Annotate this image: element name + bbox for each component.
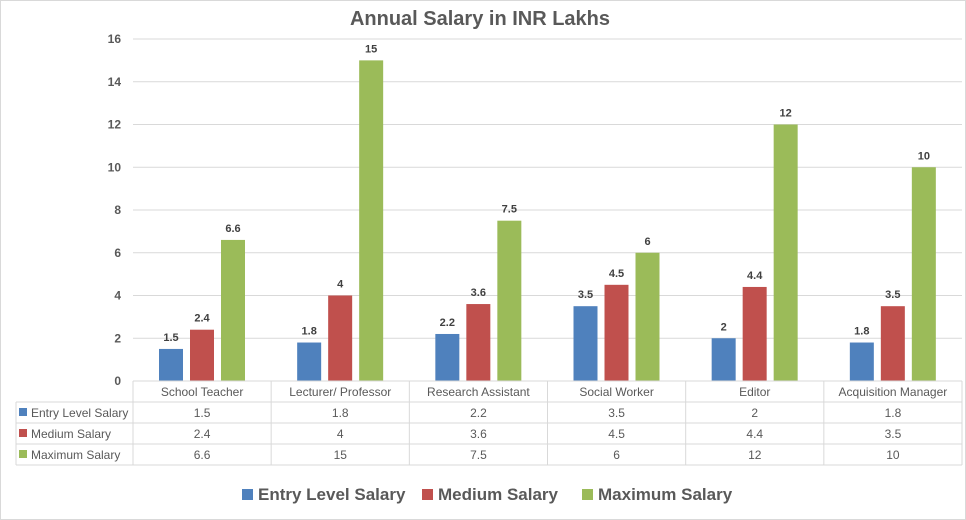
bar-medium-salary (880, 306, 905, 381)
data-label: 2 (721, 321, 727, 333)
bar-entry-level-salary (435, 333, 460, 381)
table-cell: 2 (751, 406, 758, 420)
legend-key (422, 489, 433, 500)
y-tick-label: 6 (114, 246, 121, 260)
category-label: School Teacher (161, 385, 244, 399)
data-label: 3.5 (578, 289, 593, 301)
table-cell: 15 (334, 448, 348, 462)
category-label: Editor (739, 385, 770, 399)
bar-medium-salary (604, 284, 629, 381)
data-label: 12 (780, 108, 792, 120)
y-tick-label: 10 (108, 160, 122, 174)
data-label: 2.4 (194, 313, 210, 325)
table-cell: 1.5 (194, 406, 211, 420)
bar-maximum-salary (221, 239, 245, 381)
bar-entry-level-salary (849, 342, 874, 381)
table-cell: 1.8 (332, 406, 349, 420)
table-row-label: Entry Level Salary (31, 406, 128, 420)
table-cell: 10 (886, 448, 900, 462)
data-label: 6 (644, 236, 650, 248)
y-tick-label: 0 (114, 374, 121, 388)
table-cell: 3.6 (470, 427, 487, 441)
y-tick-label: 4 (114, 289, 121, 303)
data-label: 15 (365, 43, 377, 55)
category-label: Social Worker (579, 385, 653, 399)
table-cell: 2.2 (470, 406, 487, 420)
data-label: 3.6 (471, 287, 486, 299)
table-cell: 4 (337, 427, 344, 441)
table-legend-key (19, 429, 27, 437)
data-labels: 1.5 1.8 2.2 3.5 2 1.8 2.4 4 3.6 4.5 4.4 3.5 6.6 15 7.5… (163, 43, 930, 344)
y-tick-label: 14 (108, 75, 122, 89)
data-label: 7.5 (502, 204, 517, 216)
table-row-label: Medium Salary (31, 427, 111, 441)
table-cell: 2.4 (194, 427, 211, 441)
data-label: 1.8 (854, 326, 869, 338)
bar-maximum-salary (911, 167, 936, 381)
bar-entry-level-salary (159, 348, 183, 381)
table-cell: 6.6 (194, 448, 211, 462)
legend: Entry Level Salary Medium Salary Maximum S… (242, 485, 733, 504)
category-label: Research Assistant (427, 385, 530, 399)
data-table: School Teacher Lecturer/ Professor Researc… (15, 380, 963, 466)
legend-entry: Medium Salary (438, 485, 559, 504)
bar-medium-salary (190, 329, 214, 381)
bar-maximum-salary (497, 220, 522, 381)
bar-medium-salary (328, 295, 353, 381)
y-tick-label: 16 (108, 32, 122, 46)
table-legend-key (19, 450, 27, 458)
data-label: 3.5 (885, 289, 900, 301)
table-cell: 4.4 (746, 427, 763, 441)
y-tick-label: 12 (108, 118, 122, 132)
legend-entry: Entry Level Salary (258, 485, 406, 504)
data-label: 4.5 (609, 268, 624, 280)
y-axis-ticks: 0 2 4 6 8 10 12 14 16 (108, 32, 122, 388)
legend-key (582, 489, 593, 500)
bar-medium-salary (466, 304, 491, 381)
legend-entry: Maximum Salary (598, 485, 733, 504)
table-cell: 3.5 (885, 427, 902, 441)
table-cell: 1.8 (885, 406, 902, 420)
y-tick-label: 2 (114, 331, 121, 345)
category-label: Lecturer/ Professor (289, 385, 391, 399)
bar-maximum-salary (773, 124, 798, 381)
bars (159, 60, 936, 381)
table-cell: 6 (613, 448, 620, 462)
table-cell: 4.5 (608, 427, 625, 441)
category-label: Acquisition Manager (839, 385, 948, 399)
bar-maximum-salary (635, 252, 660, 381)
bar-entry-level-salary (573, 306, 598, 381)
bar-entry-level-salary (711, 338, 736, 381)
table-cell: 12 (748, 448, 762, 462)
table-cell: 3.5 (608, 406, 625, 420)
y-tick-label: 8 (114, 203, 121, 217)
data-label: 6.6 (225, 223, 240, 235)
bar-entry-level-salary (297, 342, 322, 381)
table-cell: 7.5 (470, 448, 487, 462)
data-label: 2.2 (440, 317, 455, 329)
bar-medium-salary (742, 286, 767, 381)
table-row-label: Maximum Salary (31, 448, 120, 462)
legend-key (242, 489, 253, 500)
data-label: 4.4 (747, 270, 763, 282)
data-label: 1.5 (163, 332, 178, 344)
data-label: 10 (918, 150, 930, 162)
data-label: 1.8 (302, 326, 317, 338)
table-legend-key (19, 408, 27, 416)
data-label: 4 (337, 279, 344, 291)
gridlines (133, 38, 962, 382)
chart-title: Annual Salary in INR Lakhs (350, 8, 610, 30)
bar-maximum-salary (359, 60, 384, 381)
